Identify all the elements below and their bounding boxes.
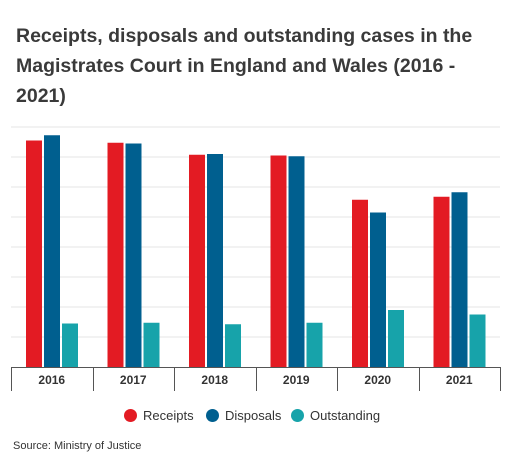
x-tick-label-2019: 2019	[283, 373, 310, 387]
bar-outstanding-2019	[306, 322, 323, 367]
legend-item-disposals: Disposals	[206, 408, 281, 423]
bar-receipts-2018	[189, 154, 205, 367]
bar-disposals-2018	[207, 154, 223, 367]
x-tick-label-2020: 2020	[364, 373, 391, 387]
legend-marker-outstanding	[291, 409, 304, 422]
x-tick-label-2021: 2021	[446, 373, 473, 387]
x-tick-label-2018: 2018	[201, 373, 228, 387]
bar-outstanding-2016	[62, 323, 78, 367]
bar-receipts-2017	[107, 142, 124, 367]
bar-receipts-2019	[270, 155, 287, 367]
bar-receipts-2020	[352, 199, 368, 367]
legend-marker-receipts	[124, 409, 137, 422]
legend-label-disposals: Disposals	[225, 408, 282, 423]
chart-title: Receipts, disposals and outstanding case…	[16, 25, 473, 107]
legend: Receipts Disposals Outstanding	[0, 408, 511, 430]
bar-outstanding-2018	[225, 324, 241, 367]
bar-disposals-2017	[125, 143, 142, 367]
bar-disposals-2021	[451, 192, 468, 367]
bar-receipts-2016	[26, 140, 42, 367]
legend-label-outstanding: Outstanding	[310, 408, 381, 423]
source-note: Source: Ministry of Justice	[13, 440, 142, 452]
bar-outstanding-2020	[388, 310, 404, 367]
bar-disposals-2019	[288, 156, 305, 367]
bar-disposals-2020	[370, 212, 386, 367]
x-tick-label-2016: 2016	[38, 373, 65, 387]
chart-area: 2016 2017 2018 2019 2020 2021	[11, 126, 501, 391]
legend-item-receipts: Receipts	[124, 408, 194, 423]
bar-receipts-2021	[433, 196, 450, 367]
bar-disposals-2016	[44, 135, 60, 367]
legend-marker-disposals	[206, 409, 219, 422]
bar-outstanding-2017	[143, 322, 160, 367]
bar-outstanding-2021	[469, 314, 486, 367]
legend-label-receipts: Receipts	[143, 408, 194, 423]
legend-item-outstanding: Outstanding	[291, 408, 380, 423]
x-tick-label-2017: 2017	[120, 373, 147, 387]
